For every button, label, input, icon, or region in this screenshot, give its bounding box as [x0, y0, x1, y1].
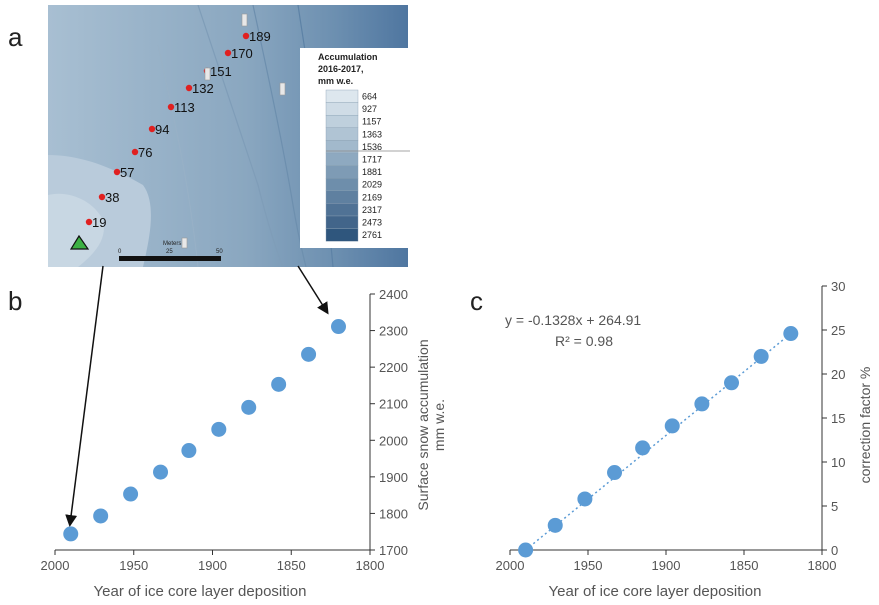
data-point	[63, 526, 78, 541]
c-points	[518, 326, 798, 557]
y-tick-label: 2200	[379, 360, 408, 375]
c-equation: y = -0.1328x + 264.91	[505, 312, 641, 328]
c-y-axis-title: correction factor %	[857, 367, 873, 484]
y-tick-label: 1900	[379, 470, 408, 485]
data-point	[123, 487, 138, 502]
y-tick-label: 2400	[379, 287, 408, 302]
y-tick-label: 1800	[379, 506, 408, 521]
y-tick-label: 2000	[379, 433, 408, 448]
y-tick-label: 1700	[379, 543, 408, 558]
x-tick-label: 1950	[119, 558, 148, 573]
b-points	[63, 319, 346, 541]
data-point	[724, 375, 739, 390]
x-tick-label: 1900	[198, 558, 227, 573]
y-tick-label: 2300	[379, 324, 408, 339]
y-tick-label: 0	[831, 543, 838, 558]
x-tick-label: 2000	[496, 558, 525, 573]
data-point	[93, 508, 108, 523]
data-point	[754, 349, 769, 364]
x-tick-label: 1800	[808, 558, 837, 573]
y-tick-label: 30	[831, 279, 845, 294]
c-x-axis-title: Year of ice core layer deposition	[549, 583, 762, 600]
x-tick-label: 2000	[41, 558, 70, 573]
y-tick-label: 10	[831, 455, 845, 470]
x-tick-label: 1950	[574, 558, 603, 573]
y-tick-label: 20	[831, 367, 845, 382]
trendline	[526, 334, 791, 550]
data-point	[211, 422, 226, 437]
x-tick-label: 1850	[730, 558, 759, 573]
chart-b: 2000 1950 1900 1850 180017001800190020002100…	[0, 270, 460, 605]
y-tick-label: 25	[831, 323, 845, 338]
data-point	[153, 465, 168, 480]
data-point	[241, 400, 256, 415]
data-point	[301, 347, 316, 362]
data-point	[331, 319, 346, 334]
data-point	[181, 443, 196, 458]
data-point	[665, 418, 680, 433]
data-point	[518, 543, 533, 558]
y-tick-label: 5	[831, 499, 838, 514]
data-point	[548, 518, 563, 533]
x-tick-label: 1900	[652, 558, 681, 573]
b-y-axis-title: mm w.e.	[431, 399, 447, 451]
b-x-axis-title: Year of ice core layer deposition	[94, 583, 307, 600]
data-point	[694, 396, 709, 411]
data-point	[271, 377, 286, 392]
data-point	[783, 326, 798, 341]
data-point	[607, 465, 622, 480]
c-r-squared: R² = 0.98	[555, 333, 613, 349]
x-tick-label: 1850	[277, 558, 306, 573]
data-point	[577, 491, 592, 506]
y-tick-label: 2100	[379, 397, 408, 412]
y-tick-label: 15	[831, 411, 845, 426]
b-y-axis-title: Surface snow accumulation	[415, 339, 431, 510]
x-tick-label: 1800	[356, 558, 385, 573]
data-point	[635, 440, 650, 455]
